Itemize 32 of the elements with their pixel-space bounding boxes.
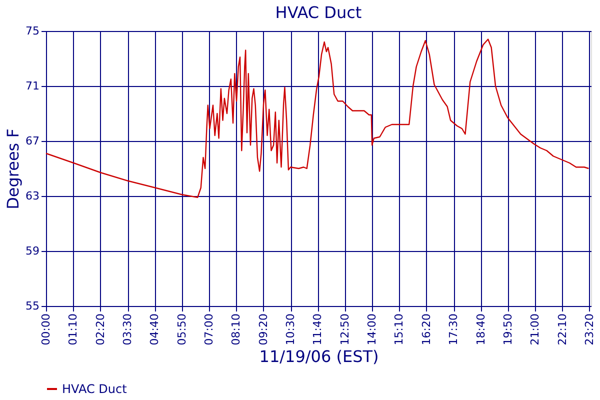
x-tick-label: 12:50 <box>338 314 352 346</box>
y-tick-label: 55 <box>26 300 40 312</box>
x-tick-label: 19:50 <box>501 314 514 346</box>
x-tick-label: 18:40 <box>474 314 488 346</box>
x-axis-title: 11/19/06 (EST) <box>259 347 379 366</box>
x-tick-label: 10:30 <box>284 314 298 346</box>
y-axis-title: Degrees F <box>4 128 23 210</box>
x-tick-label: 02:20 <box>94 314 107 346</box>
y-tick-label: 75 <box>26 24 40 38</box>
x-tick-label: 11:40 <box>311 314 324 346</box>
x-tick-label: 15:10 <box>392 314 406 346</box>
x-tick-label: 16:20 <box>420 314 433 346</box>
legend-label: HVAC Duct <box>62 382 128 396</box>
x-tick-label: 07:00 <box>202 314 216 346</box>
x-tick-label: 08:10 <box>230 314 243 346</box>
y-tick-label: 63 <box>26 190 40 202</box>
x-tick-label: 17:30 <box>447 314 460 346</box>
x-tick-label: 00:00 <box>40 314 52 346</box>
x-tick-label: 14:00 <box>366 314 379 346</box>
x-tick-label: 01:10 <box>66 314 80 346</box>
x-tick-label: 05:50 <box>175 314 188 346</box>
x-tick-label: 09:20 <box>256 314 270 346</box>
x-tick-label: 04:40 <box>148 314 162 346</box>
x-tick-label: 21:00 <box>528 314 542 346</box>
x-tick-label: 03:30 <box>121 314 134 346</box>
y-tick-label: 67 <box>26 134 40 148</box>
line-series <box>45 38 590 198</box>
x-tick-label: 22:10 <box>556 314 569 346</box>
y-tick-label: 59 <box>26 244 40 258</box>
x-tick-label: 23:20 <box>582 314 596 346</box>
chart-title: HVAC Duct <box>275 3 362 22</box>
y-tick-label: 71 <box>26 80 40 92</box>
